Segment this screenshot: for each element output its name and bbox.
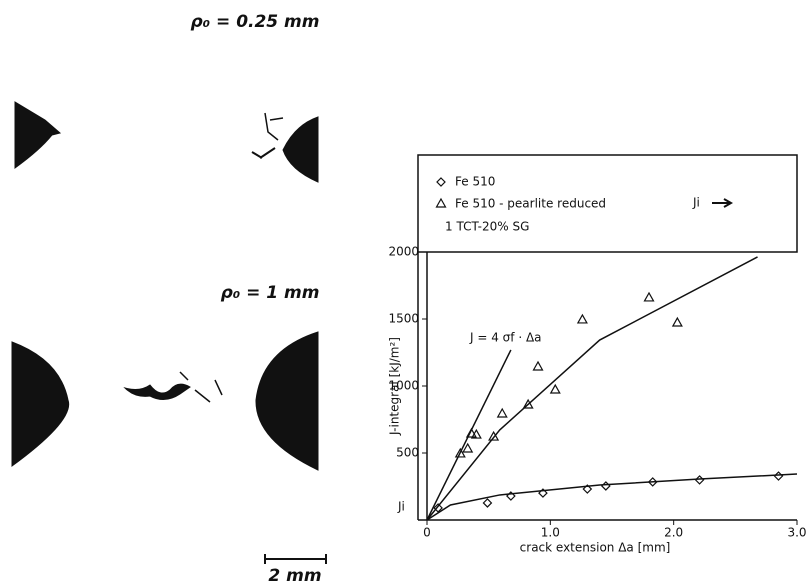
triangle-marker: [534, 362, 543, 370]
legend-arrow: [712, 199, 731, 207]
x-axis-label: crack extension Δa [mm]: [520, 541, 671, 555]
y-tick-label: 2000: [388, 245, 419, 259]
figure: ρ₀ = 0.25 mm ρ₀ = 1 mm 2 mm crack extens…: [0, 0, 809, 587]
legend-note: 1 TCT-20% SG: [445, 220, 529, 234]
x-tick-label: 1.0: [541, 526, 560, 540]
notch-label: ρ₀ = 0.25 mm: [191, 12, 320, 32]
y-marker-label: Ji: [397, 500, 405, 514]
triangle-marker: [498, 409, 507, 417]
fit-curve: [427, 474, 797, 520]
triangle-marker: [673, 318, 682, 326]
micrographs: [12, 102, 326, 564]
triangle-marker: [551, 385, 560, 393]
triangle-marker: [578, 315, 587, 323]
legend-label: Fe 510: [455, 175, 495, 189]
triangle-marker: [437, 199, 446, 207]
y-tick-label: 1500: [388, 312, 419, 326]
legend-ji: Ji: [692, 196, 700, 210]
x-tick-label: 3.0: [787, 526, 806, 540]
chart: crack extension Δa [mm] J-integral [kJ/m…: [388, 155, 807, 555]
triangle-marker: [645, 293, 654, 301]
fit-curve: [427, 257, 758, 520]
diamond-marker: [775, 472, 783, 480]
x-tick-label: 0: [423, 526, 431, 540]
y-tick-label: 1000: [388, 379, 419, 393]
y-tick-label: 500: [396, 446, 419, 460]
diamond-marker: [602, 482, 610, 490]
x-tick-label: 2.0: [664, 526, 683, 540]
diamond-marker: [483, 499, 491, 507]
diamond-marker: [696, 476, 704, 484]
notch-label: ρ₀ = 1 mm: [221, 283, 320, 303]
diamond-marker: [437, 178, 445, 186]
scale-bar-label: 2 mm: [268, 566, 321, 586]
legend-label: Fe 510 - pearlite reduced: [455, 197, 606, 211]
annotation: J = 4 σf · Δa: [469, 331, 542, 345]
